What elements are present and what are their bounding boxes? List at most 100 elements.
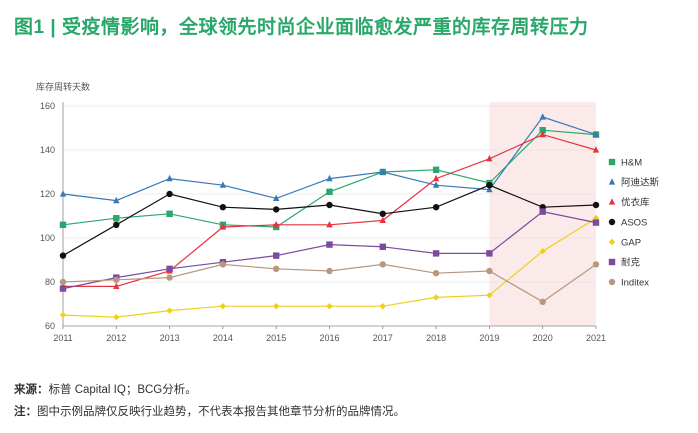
- data-point: [113, 196, 120, 204]
- x-tick-label: 2020: [533, 333, 553, 343]
- data-point: [432, 174, 440, 182]
- data-point: [273, 303, 280, 310]
- x-tick-label: 2012: [106, 333, 126, 343]
- data-point: [59, 190, 67, 197]
- data-point: [432, 166, 440, 173]
- data-point: [379, 303, 386, 310]
- note-label: 注：: [14, 406, 37, 418]
- data-point: [486, 292, 493, 299]
- data-point: [326, 303, 333, 310]
- data-point: [486, 185, 493, 193]
- series-layer: [59, 113, 600, 321]
- data-point: [166, 265, 173, 272]
- data-point: [539, 248, 546, 255]
- data-point: [326, 241, 333, 248]
- data-point: [539, 130, 546, 138]
- legend-label: 优衣库: [621, 197, 650, 209]
- x-tick-label: 2013: [160, 333, 180, 343]
- legend-marker: [608, 258, 616, 266]
- data-point: [166, 307, 173, 314]
- data-point: [326, 188, 333, 195]
- series-1: [59, 113, 600, 204]
- data-point: [379, 216, 386, 223]
- legend-label: 阿迪达斯: [621, 177, 660, 189]
- page-title: 图1 | 受疫情影响，全球领先时尚企业面临愈发严重的库存周转压力: [14, 17, 589, 38]
- data-point: [592, 261, 600, 268]
- data-point: [432, 250, 440, 257]
- data-point: [166, 274, 173, 281]
- legend-marker: [608, 278, 616, 286]
- series-6: [59, 261, 600, 305]
- data-point: [432, 181, 440, 188]
- data-point: [166, 210, 173, 217]
- legend-label: Inditex: [621, 278, 649, 289]
- data-point: [113, 221, 120, 228]
- data-point: [592, 219, 600, 226]
- line-chart: 60 80 100 120 140 160 2011 2012 2013 2014 2015 2016…: [36, 81, 660, 343]
- y-tick-label: 100: [40, 233, 55, 243]
- data-point: [486, 182, 493, 189]
- data-point: [326, 174, 333, 182]
- data-point: [432, 204, 440, 211]
- data-point: [379, 168, 386, 175]
- data-point: [539, 298, 546, 305]
- data-point: [379, 261, 386, 268]
- y-tick-label: 120: [40, 189, 55, 199]
- data-point: [59, 311, 67, 319]
- data-point: [219, 303, 227, 310]
- data-point: [219, 261, 227, 268]
- data-point: [379, 210, 386, 217]
- data-point: [326, 201, 333, 209]
- legend-label: H&M: [621, 158, 642, 169]
- data-point: [539, 127, 546, 134]
- legend-marker: [608, 178, 616, 185]
- data-point: [592, 146, 600, 153]
- data-point: [273, 221, 280, 228]
- y-tick-label: 140: [40, 145, 55, 155]
- data-point: [539, 208, 546, 215]
- y-tick-label: 60: [45, 321, 55, 331]
- data-point: [59, 252, 67, 259]
- x-tick-label: 2018: [426, 333, 446, 343]
- data-point: [273, 206, 280, 213]
- data-point: [59, 278, 67, 286]
- legend-marker: [608, 238, 616, 246]
- data-point: [326, 267, 333, 275]
- x-tick-label: 2021: [586, 333, 606, 343]
- data-point: [59, 221, 67, 228]
- legend-label: 耐克: [621, 257, 641, 269]
- x-tick-label: 2011: [53, 333, 72, 343]
- data-point: [273, 194, 280, 201]
- data-point: [219, 204, 227, 211]
- data-point: [592, 130, 600, 138]
- x-tick-label: 2017: [373, 333, 393, 343]
- data-point: [113, 314, 120, 321]
- data-point: [273, 252, 280, 259]
- chart-area: 60 80 100 120 140 160 2011 2012 2013 2014 2015 2016…: [0, 70, 698, 360]
- data-point: [219, 181, 227, 188]
- data-point: [219, 223, 227, 230]
- legend-label: ASOS: [621, 218, 647, 229]
- y-axis-label: 库存周转天数: [36, 81, 90, 92]
- legend-label: GAP: [621, 238, 641, 249]
- source-note: 来源：标普 Capital IQ；BCG分析。: [14, 381, 197, 397]
- source-label: 来源：: [14, 384, 49, 396]
- x-tick-label: 2019: [479, 333, 499, 343]
- data-point: [166, 190, 173, 198]
- data-point: [432, 270, 440, 277]
- note-text: 图中示例品牌仅反映行业趋势，不代表本报告其他章节分析的品牌情况。: [37, 406, 405, 418]
- x-tick-label: 2016: [319, 333, 339, 343]
- data-point: [486, 267, 493, 275]
- x-tick-label: 2014: [213, 333, 233, 343]
- data-point: [486, 155, 493, 162]
- axis-layer: 60 80 100 120 140 160 2011 2012 2013 2014 2015 2016…: [40, 101, 606, 343]
- data-point: [539, 113, 546, 120]
- data-point: [59, 285, 67, 292]
- y-tick-label: 160: [40, 101, 55, 111]
- data-point: [166, 174, 173, 182]
- series-4: [59, 215, 600, 321]
- x-tick-label: 2015: [266, 333, 286, 343]
- legend-marker: [608, 218, 616, 226]
- data-point: [379, 243, 386, 250]
